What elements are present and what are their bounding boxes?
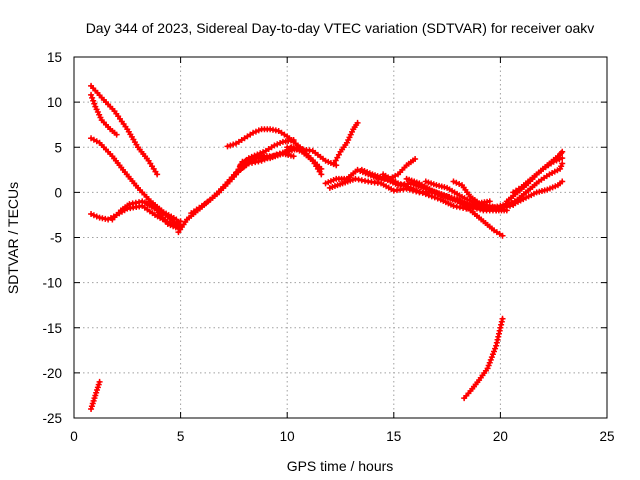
- data-point: [252, 128, 259, 135]
- data-point: [484, 365, 491, 372]
- data-point: [91, 100, 98, 107]
- series-arc-24: [501, 178, 566, 209]
- series-arc-20: [450, 178, 493, 207]
- x-tick-label: 5: [177, 429, 185, 444]
- data-point: [248, 153, 255, 160]
- data-point: [450, 178, 457, 185]
- series-arc-2: [88, 91, 120, 138]
- series-arc-11: [224, 126, 325, 172]
- series-arc-6: [143, 200, 182, 232]
- data-point: [274, 141, 281, 148]
- data-point: [456, 180, 463, 187]
- data-point: [499, 232, 506, 239]
- y-tick-label: 0: [54, 185, 62, 200]
- x-tick-label: 0: [70, 429, 78, 444]
- data-point: [254, 151, 261, 158]
- data-point: [227, 142, 234, 149]
- x-tick-label: 25: [599, 429, 614, 444]
- data-point: [486, 359, 493, 366]
- axis-ticks: 0 5 10 15 20 25 15 10 5 0 -5 -10 -15 -20 -25: [42, 50, 614, 444]
- y-tick-label: -10: [42, 276, 62, 291]
- data-point: [290, 153, 297, 160]
- y-tick-label: 5: [54, 140, 62, 155]
- x-tick-label: 10: [280, 429, 295, 444]
- data-point: [257, 150, 264, 157]
- series-arc-26: [461, 315, 506, 402]
- data-point: [318, 165, 325, 172]
- y-tick-label: -15: [42, 321, 62, 336]
- data-point: [559, 155, 566, 162]
- data-point: [255, 127, 262, 134]
- y-axis-label: SDTVAR / TECUs: [5, 182, 21, 294]
- data-point: [260, 149, 267, 156]
- data-point: [318, 171, 325, 178]
- data-point: [428, 193, 435, 200]
- data-point: [550, 158, 557, 165]
- y-tick-label: 15: [47, 50, 62, 65]
- grid-lines: [74, 57, 607, 418]
- data-point: [96, 378, 103, 385]
- series-arc-1: [88, 82, 161, 178]
- data-point: [88, 211, 95, 218]
- data-point: [489, 351, 496, 358]
- y-tick-label: 10: [47, 95, 62, 110]
- x-axis-label: GPS time / hours: [287, 458, 394, 474]
- data-point: [271, 142, 278, 149]
- data-point: [559, 178, 566, 185]
- data-point: [486, 198, 493, 205]
- data-point: [354, 119, 361, 126]
- x-tick-label: 15: [386, 429, 401, 444]
- series-line: [89, 136, 183, 227]
- data-point: [559, 160, 566, 167]
- data-point: [154, 171, 161, 178]
- series-arc-3: [88, 135, 184, 228]
- data-point: [230, 141, 237, 148]
- series-layer: [88, 82, 566, 412]
- data-point: [492, 345, 499, 352]
- data-point: [88, 91, 95, 98]
- data-point: [245, 155, 252, 162]
- data-point: [553, 157, 560, 164]
- data-point: [487, 356, 494, 363]
- data-point: [90, 97, 97, 104]
- data-point: [412, 155, 419, 162]
- series-arc-13: [331, 119, 361, 167]
- data-point: [89, 94, 96, 101]
- y-tick-label: -20: [42, 366, 62, 381]
- plot-frame: [73, 56, 608, 419]
- data-point: [224, 143, 231, 150]
- data-point: [491, 348, 498, 355]
- series-arc-25: [88, 378, 103, 412]
- data-point: [93, 213, 100, 220]
- data-point: [113, 131, 120, 138]
- y-tick-label: -25: [42, 411, 62, 426]
- data-point: [277, 140, 284, 147]
- data-point: [90, 212, 97, 219]
- data-point: [559, 148, 566, 155]
- data-point: [434, 195, 441, 202]
- data-point: [499, 315, 506, 322]
- series-arc-18: [403, 175, 506, 239]
- series-arc-23: [510, 155, 566, 196]
- x-tick-label: 20: [493, 429, 508, 444]
- data-point: [422, 191, 429, 198]
- data-point: [556, 156, 563, 163]
- data-point: [425, 192, 432, 199]
- data-point: [488, 354, 495, 361]
- data-point: [453, 179, 460, 186]
- data-point: [251, 152, 258, 159]
- data-point: [431, 194, 438, 201]
- y-tick-label: -5: [50, 231, 62, 246]
- series-arc-17: [380, 171, 508, 212]
- chart-title: Day 344 of 2023, Sidereal Day-to-day VTE…: [86, 20, 595, 36]
- data-point: [250, 129, 257, 136]
- data-point: [485, 362, 492, 369]
